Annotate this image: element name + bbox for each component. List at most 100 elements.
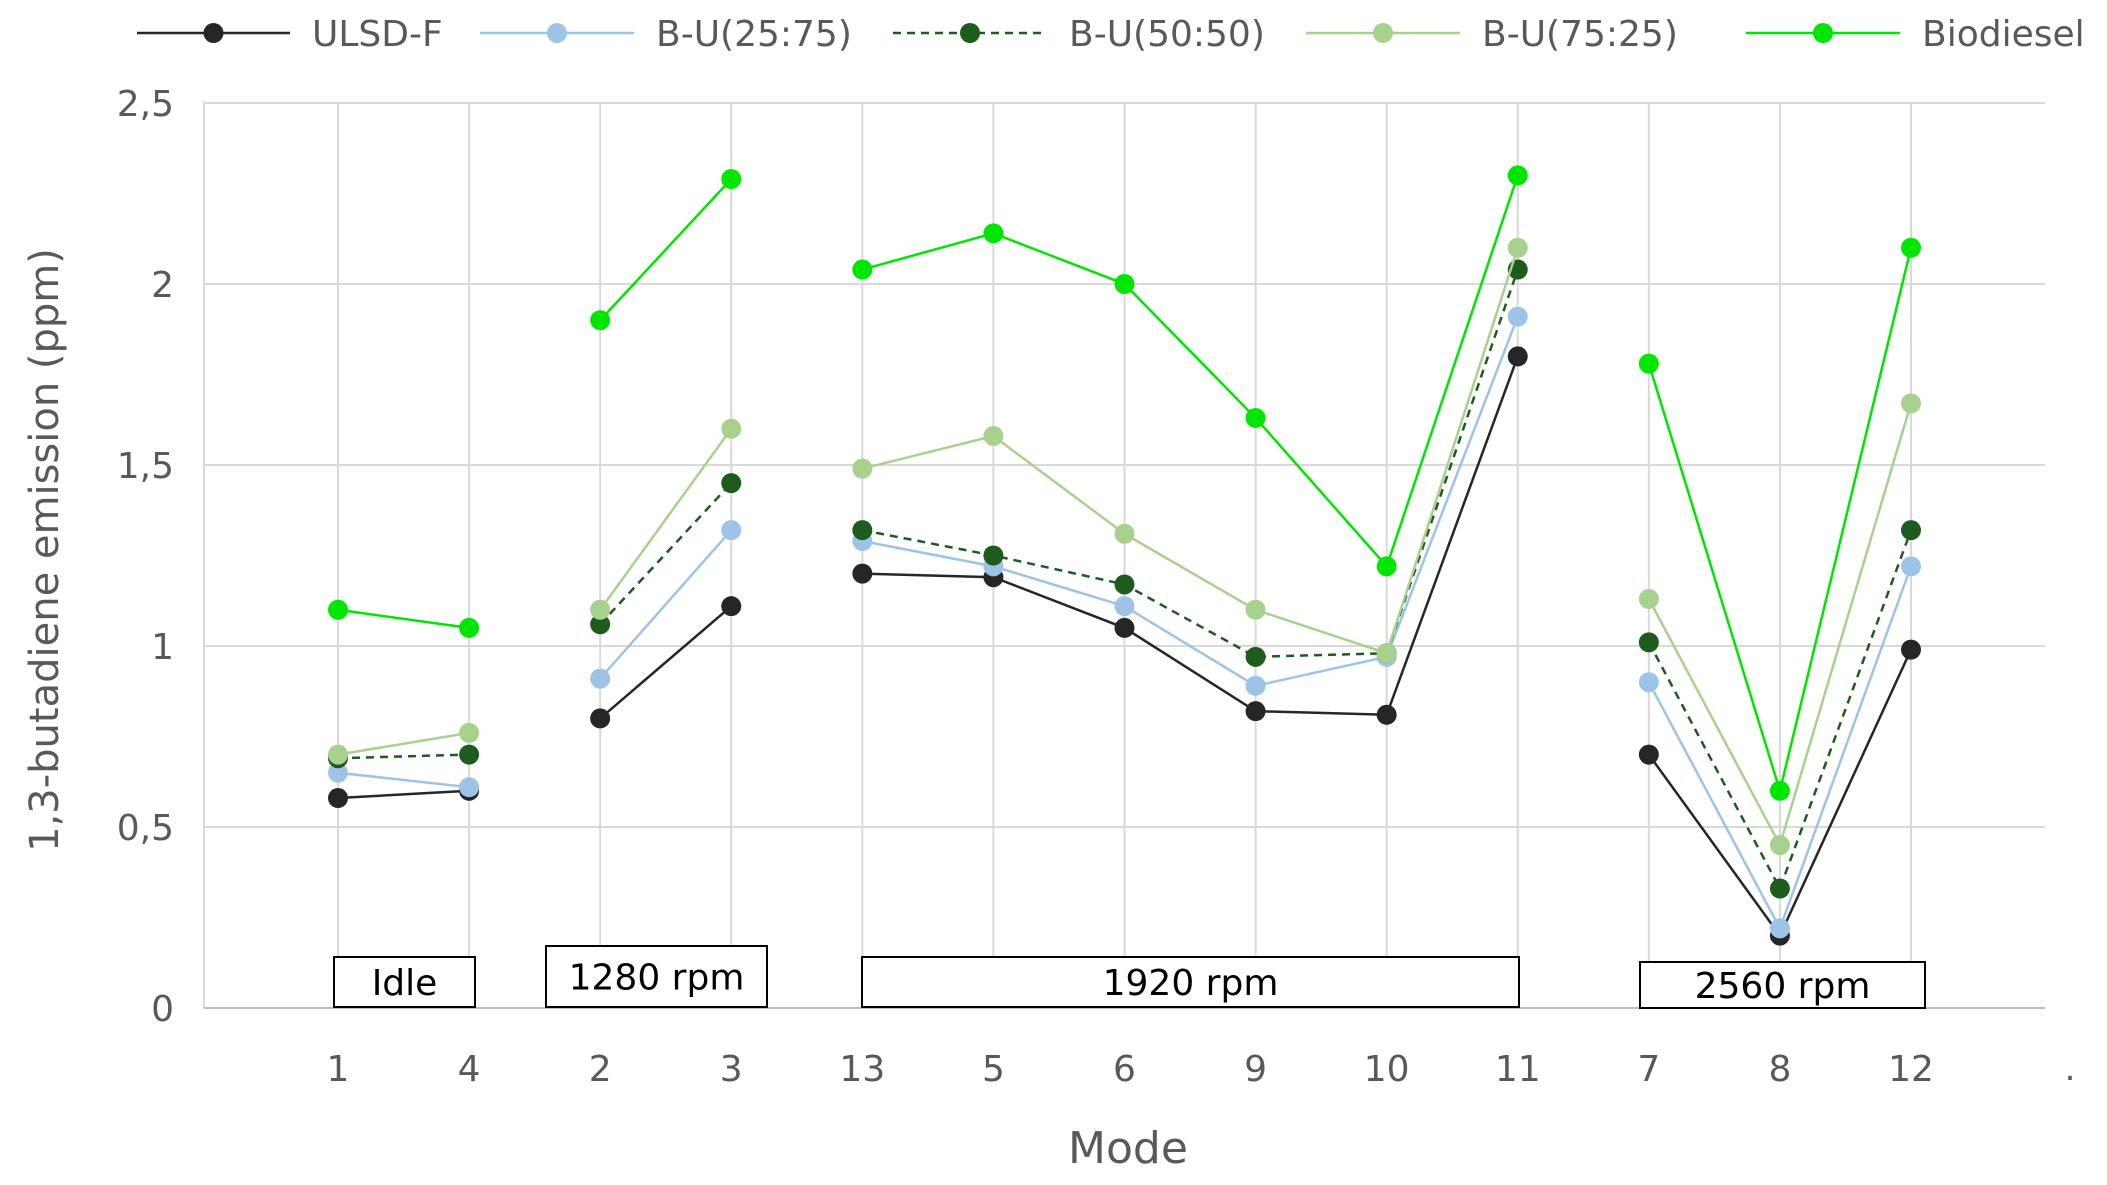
series-line (337, 771, 470, 789)
data-point (590, 708, 611, 729)
data-point (1769, 780, 1790, 801)
x-tick-label: 10 (1364, 1049, 1410, 1090)
data-point (1376, 643, 1397, 664)
y-tick-label: 2 (151, 265, 174, 306)
x-tick-label: 13 (839, 1049, 885, 1090)
series-line (862, 247, 1519, 655)
y-tick-label: 0,5 (117, 808, 174, 849)
x-tick-label: 5 (982, 1049, 1005, 1090)
x-tick-label: 8 (1768, 1049, 1791, 1090)
data-point (1114, 617, 1135, 638)
data-point (1114, 596, 1135, 617)
group-box (333, 956, 476, 1008)
data-point (721, 520, 742, 541)
data-point (1507, 237, 1528, 258)
series-line (599, 529, 733, 680)
trailing-mark: . (2065, 1049, 2076, 1089)
series-line (599, 605, 733, 720)
x-tick-label: 1 (327, 1049, 350, 1090)
data-point (459, 722, 480, 743)
series-b-u-75-25 (328, 237, 1921, 856)
data-point (1769, 918, 1790, 939)
x-tick-label: 12 (1888, 1049, 1934, 1090)
data-point (1901, 520, 1921, 541)
legend-label: B-U(25:75) (656, 14, 852, 55)
legend-marker (960, 23, 980, 43)
legend: ULSD-F B-U(25:75) B-U(50:50) B-U(75:25) Biod… (137, 14, 2085, 55)
y-axis-title: 1,3-butadiene emission (ppm) (22, 248, 68, 852)
data-point (328, 599, 348, 620)
data-point (1901, 556, 1921, 577)
data-point (1901, 393, 1921, 414)
data-point (852, 259, 873, 280)
group-box (1639, 961, 1926, 1009)
legend-label: B-U(50:50) (1069, 14, 1265, 55)
group-box (861, 956, 1520, 1008)
data-point (1114, 274, 1135, 294)
series-line (599, 178, 733, 322)
data-point (328, 788, 348, 809)
series-line (337, 753, 470, 760)
data-point (721, 596, 742, 617)
legend-marker (1813, 23, 1833, 43)
grid-layer (204, 102, 2045, 1008)
data-point (1901, 639, 1921, 660)
data-point (983, 545, 1004, 566)
data-point (1638, 353, 1659, 374)
data-point (1245, 701, 1266, 722)
data-point (590, 599, 611, 620)
series-line (337, 608, 470, 630)
data-point (1376, 704, 1397, 725)
data-point (1769, 878, 1790, 899)
legend-item: Biodiesel (1746, 14, 2085, 55)
x-tick-label: 3 (720, 1049, 743, 1090)
group-label: 1920 rpm (1103, 963, 1279, 1004)
data-point (983, 223, 1004, 244)
legend-label: B-U(75:25) (1482, 14, 1678, 55)
series-line (337, 789, 470, 800)
data-point (1769, 835, 1790, 856)
data-point (1507, 165, 1528, 186)
data-point (1114, 574, 1135, 595)
data-point (1638, 744, 1659, 765)
group-box (545, 945, 768, 1008)
data-point (459, 744, 480, 765)
data-point (1114, 523, 1135, 544)
data-point (1245, 407, 1266, 428)
series-line (862, 269, 1519, 659)
series-line (862, 355, 1519, 717)
x-tick-label: 6 (1113, 1049, 1136, 1090)
data-point (852, 563, 873, 584)
series-layer (328, 165, 1921, 946)
series-line (1647, 529, 1913, 892)
axes-layer: 0 0,5 1 1,5 2 2,5 1 4 2 3 13 5 6 9 10 11 7 8 12 (117, 84, 2045, 1090)
data-point (721, 473, 742, 494)
data-point (459, 617, 480, 638)
x-tick-label: 11 (1495, 1049, 1541, 1090)
series-line (599, 482, 733, 626)
series-line (599, 428, 733, 611)
legend-label: ULSD-F (312, 14, 443, 55)
legend-item: B-U(50:50) (893, 14, 1265, 55)
legend-marker (203, 23, 224, 43)
series-line (337, 731, 470, 756)
y-tick-label: 1 (151, 627, 174, 668)
group-label: Idle (372, 963, 438, 1004)
x-tick-label: 9 (1244, 1049, 1267, 1090)
data-point (1901, 237, 1921, 258)
legend-marker (1373, 23, 1393, 43)
data-point (1638, 632, 1659, 653)
data-point (590, 310, 611, 331)
series-line (862, 316, 1519, 688)
data-point (1245, 646, 1266, 667)
legend-item: B-U(25:75) (480, 14, 852, 55)
series-biodiesel (328, 165, 1921, 801)
x-axis-title: Mode (1068, 1123, 1188, 1174)
x-tick-label: 2 (589, 1049, 612, 1090)
data-point (328, 762, 348, 783)
x-tick-label: 7 (1637, 1049, 1660, 1090)
group-label: 1280 rpm (569, 958, 745, 999)
group-label: 2560 rpm (1695, 966, 1871, 1007)
data-point (1245, 599, 1266, 620)
